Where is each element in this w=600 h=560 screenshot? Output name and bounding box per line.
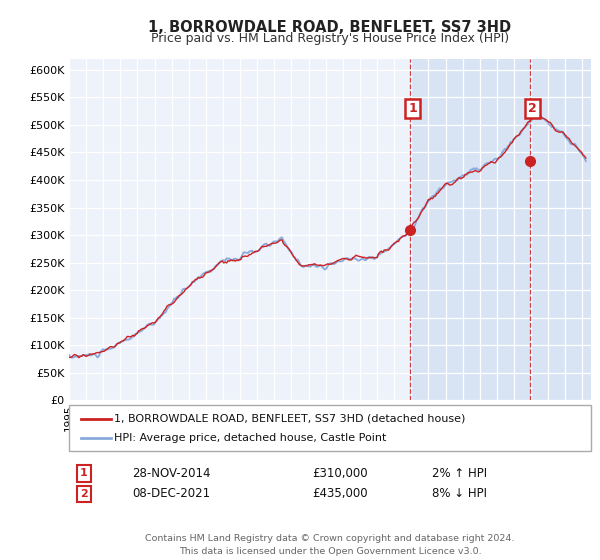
Text: £310,000: £310,000 bbox=[312, 466, 368, 480]
Text: 8% ↓ HPI: 8% ↓ HPI bbox=[432, 487, 487, 501]
Text: Price paid vs. HM Land Registry's House Price Index (HPI): Price paid vs. HM Land Registry's House … bbox=[151, 32, 509, 45]
Text: £435,000: £435,000 bbox=[312, 487, 368, 501]
Text: 08-DEC-2021: 08-DEC-2021 bbox=[132, 487, 210, 501]
Text: 2% ↑ HPI: 2% ↑ HPI bbox=[432, 466, 487, 480]
Text: 1, BORROWDALE ROAD, BENFLEET, SS7 3HD: 1, BORROWDALE ROAD, BENFLEET, SS7 3HD bbox=[148, 20, 512, 35]
Text: 2: 2 bbox=[528, 102, 537, 115]
Text: 28-NOV-2014: 28-NOV-2014 bbox=[132, 466, 211, 480]
Text: Contains HM Land Registry data © Crown copyright and database right 2024.
This d: Contains HM Land Registry data © Crown c… bbox=[145, 534, 515, 556]
Bar bbox=[410, 59, 591, 400]
Text: 1: 1 bbox=[80, 468, 88, 478]
Text: 1, BORROWDALE ROAD, BENFLEET, SS7 3HD (detached house): 1, BORROWDALE ROAD, BENFLEET, SS7 3HD (d… bbox=[114, 414, 466, 424]
Text: HPI: Average price, detached house, Castle Point: HPI: Average price, detached house, Cast… bbox=[114, 433, 386, 444]
Text: 2: 2 bbox=[80, 489, 88, 499]
Text: 1: 1 bbox=[408, 102, 417, 115]
